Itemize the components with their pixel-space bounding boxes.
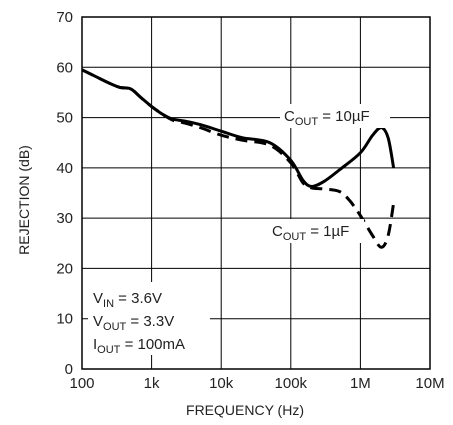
label-bg-10uf <box>280 104 390 128</box>
series-line-1uf <box>81 68 396 249</box>
curves <box>81 68 396 249</box>
series-line-10uf <box>81 68 396 188</box>
condition-iout: IOUT = 100mA <box>93 336 185 356</box>
y-tick-label: 10 <box>56 311 73 328</box>
x-axis-title: FREQUENCY (Hz) <box>186 402 304 418</box>
y-tick-label: 20 <box>56 260 73 277</box>
x-tick-label: 10k <box>209 375 234 392</box>
x-tick-label: 100 <box>69 375 94 392</box>
plot-frame <box>81 16 431 370</box>
plot-border <box>81 16 431 370</box>
y-tick-label: 50 <box>56 110 73 127</box>
condition-vin: VIN = 3.6V <box>93 290 162 310</box>
y-tick-labels: 0 10 20 30 40 50 60 70 <box>56 9 73 378</box>
y-tick-label: 0 <box>65 361 73 378</box>
curve-label-10uf: COUT = 10µF <box>284 108 370 128</box>
label-bg-1uf <box>268 219 364 243</box>
x-tick-label: 1k <box>144 375 160 392</box>
y-tick-label: 60 <box>56 59 73 76</box>
condition-vout: VOUT = 3.3V <box>93 313 174 333</box>
y-tick-label: 70 <box>56 9 73 26</box>
y-tick-label: 40 <box>56 160 73 177</box>
x-tick-labels: 100 1k 10k 100k 1M 10M <box>69 375 444 392</box>
y-tick-label: 30 <box>56 210 73 227</box>
y-axis-title: REJECTION (dB) <box>16 145 32 255</box>
x-tick-label: 10M <box>415 375 444 392</box>
x-tick-label: 100k <box>275 375 308 392</box>
x-tick-label: 1M <box>350 375 371 392</box>
conditions-bg <box>88 282 210 355</box>
curve-label-1uf: COUT = 1µF <box>272 223 349 243</box>
